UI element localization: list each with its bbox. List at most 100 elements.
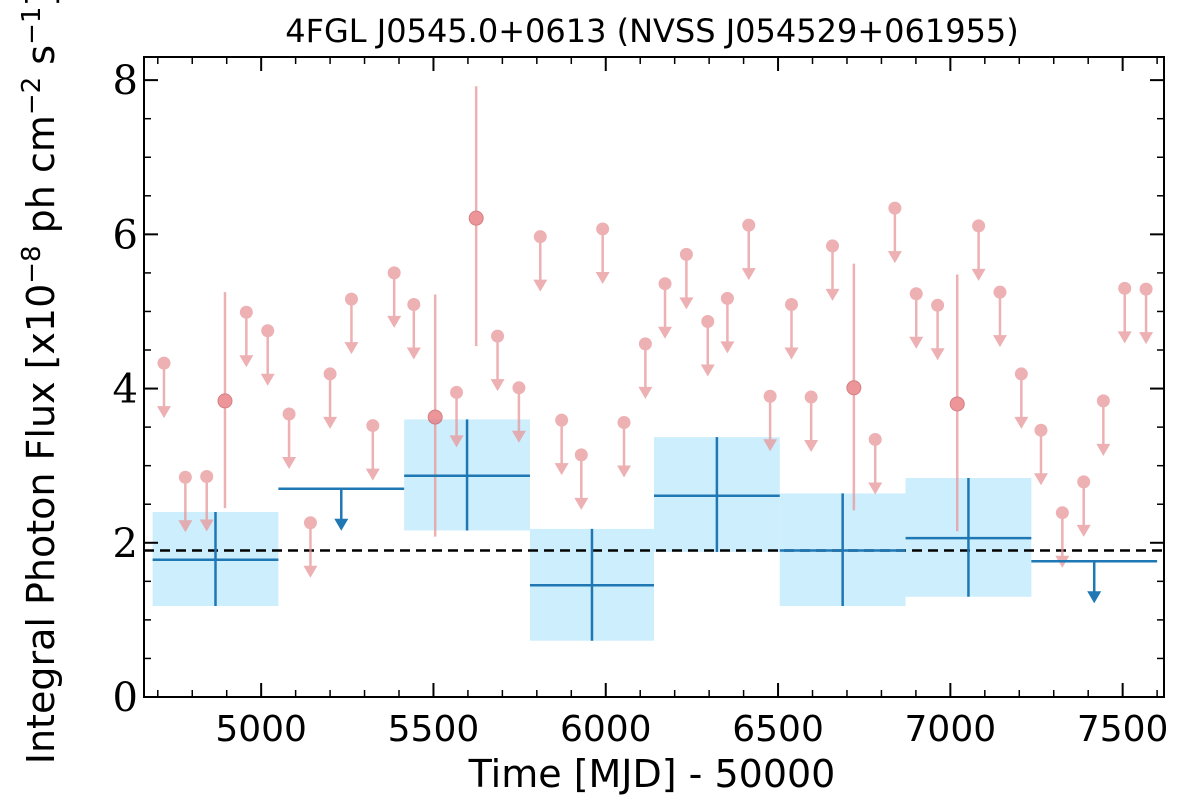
fine-point-39 <box>971 219 986 281</box>
y-axis-label-mid: ph cm <box>19 115 63 245</box>
fine-point-marker <box>1014 367 1028 381</box>
fine-point-arrow-head <box>595 271 610 284</box>
fine-point-marker <box>1118 281 1132 295</box>
fine-point-marker <box>1055 506 1069 520</box>
x-tick-label: 7000 <box>905 709 997 750</box>
coarse-bin-arrow-head <box>334 518 349 531</box>
fine-point-arrow-head <box>804 440 819 453</box>
fine-point-marker <box>804 390 818 404</box>
fine-point-marker <box>596 222 610 236</box>
y-tick-label: 6 <box>113 212 138 258</box>
fine-point-arrow-head <box>199 519 214 532</box>
x-tick-label: 7500 <box>1077 709 1169 750</box>
fine-point-arrow-head <box>178 520 193 533</box>
fine-point-25 <box>679 247 694 310</box>
fine-point-marker <box>468 210 484 226</box>
fine-point-43 <box>1055 506 1070 568</box>
fine-point-arrow-head <box>658 326 673 339</box>
coarse-bin-5 <box>779 493 906 607</box>
y-tick-label: 4 <box>113 367 138 413</box>
fine-point-marker <box>742 218 756 232</box>
fine-point-24 <box>658 277 673 339</box>
fine-point-44 <box>1076 475 1091 537</box>
fine-point-arrow-head <box>387 315 402 328</box>
fine-point-marker <box>217 393 233 409</box>
fine-point-marker <box>1096 394 1110 408</box>
fine-point-marker <box>387 266 401 280</box>
fine-point-marker <box>450 385 464 399</box>
fine-point-arrow-head <box>868 482 883 495</box>
x-tick-label: 5000 <box>215 709 307 750</box>
fine-point-45 <box>1096 394 1111 456</box>
fine-point-10 <box>365 419 380 481</box>
fine-point-22 <box>617 415 632 478</box>
fine-point-arrow-head <box>700 364 715 377</box>
fine-point-7 <box>303 516 318 578</box>
fine-point-arrow-head <box>260 373 275 386</box>
fine-point-32 <box>825 239 840 301</box>
fine-point-29 <box>763 389 778 452</box>
fine-point-arrow-head <box>992 335 1007 348</box>
fine-point-18 <box>533 230 548 292</box>
chart-title: 4FGL J0545.0+0613 (NVSS J054529+061955) <box>285 12 1019 50</box>
fine-point-marker <box>303 516 317 530</box>
fine-point-arrow-head <box>784 347 799 360</box>
fine-point-arrow-head <box>720 341 735 354</box>
fine-point-marker <box>555 413 569 427</box>
fine-point-marker <box>1077 475 1091 489</box>
fine-point-arrow-head <box>763 439 778 452</box>
fine-point-5 <box>260 324 275 386</box>
y-axis-label-end: ] <box>19 0 63 7</box>
fine-point-arrow-head <box>511 430 526 443</box>
fine-point-31 <box>804 390 819 453</box>
coarse-bin-0 <box>152 511 279 607</box>
fine-point-marker <box>366 419 380 433</box>
fine-point-arrow-head <box>282 457 297 470</box>
fine-point-marker <box>491 329 505 343</box>
fine-point-marker <box>407 298 421 312</box>
axes-frame <box>143 56 1165 698</box>
fine-point-marker <box>157 356 171 370</box>
fine-point-arrow-head <box>887 251 902 264</box>
fine-point-marker <box>949 396 965 412</box>
fine-point-marker <box>972 219 986 233</box>
fine-point-arrow-head <box>156 406 171 419</box>
fine-point-19 <box>554 413 569 476</box>
fine-point-30 <box>784 298 799 360</box>
fine-point-34 <box>868 432 883 495</box>
y-axis-label: Integral Photon Flux [x10−8 ph cm−2 s−1] <box>17 0 63 764</box>
fine-point-arrow-head <box>1076 524 1091 537</box>
coarse-bin-6 <box>905 478 1032 597</box>
fine-point-arrow-head <box>554 463 569 476</box>
plot-area <box>144 86 1164 641</box>
fine-point-marker <box>1034 423 1048 437</box>
fine-point-46 <box>1117 281 1132 344</box>
coarse-bin-7 <box>1031 560 1158 604</box>
y-tick-label: 0 <box>113 675 138 721</box>
fine-point-42 <box>1033 423 1048 486</box>
fine-point-marker <box>720 291 734 305</box>
fine-point-21 <box>595 222 610 284</box>
fine-point-marker <box>909 287 923 301</box>
x-tick-label: 5500 <box>388 709 480 750</box>
fine-point-17 <box>511 381 526 443</box>
fine-point-arrow-head <box>1117 331 1132 344</box>
fine-point-12 <box>406 298 421 360</box>
fine-point-20 <box>574 448 589 510</box>
x-tick-label: 6500 <box>732 709 824 750</box>
fine-point-arrow-head <box>303 565 318 578</box>
fine-point-4 <box>239 305 254 368</box>
fine-point-marker <box>931 298 945 312</box>
fine-point-marker <box>261 324 275 338</box>
axis-ticks: 0 2 4 6 8 5000 5500 6000 6500 7000 7500 <box>113 57 1169 750</box>
fine-point-arrow-head <box>1014 416 1029 429</box>
y-tick-label: 2 <box>113 521 138 567</box>
fine-point-2 <box>199 469 214 532</box>
fine-point-38 <box>949 274 965 532</box>
fine-point-14 <box>449 385 464 448</box>
y-axis-label-exp-2: −2 <box>17 77 47 115</box>
fine-point-arrow-head <box>344 342 359 355</box>
fine-point-marker <box>993 285 1007 299</box>
fine-point-marker <box>658 277 672 291</box>
fine-point-marker <box>868 432 882 446</box>
